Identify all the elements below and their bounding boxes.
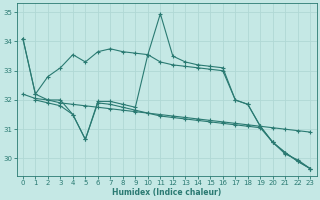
X-axis label: Humidex (Indice chaleur): Humidex (Indice chaleur) <box>112 188 221 197</box>
